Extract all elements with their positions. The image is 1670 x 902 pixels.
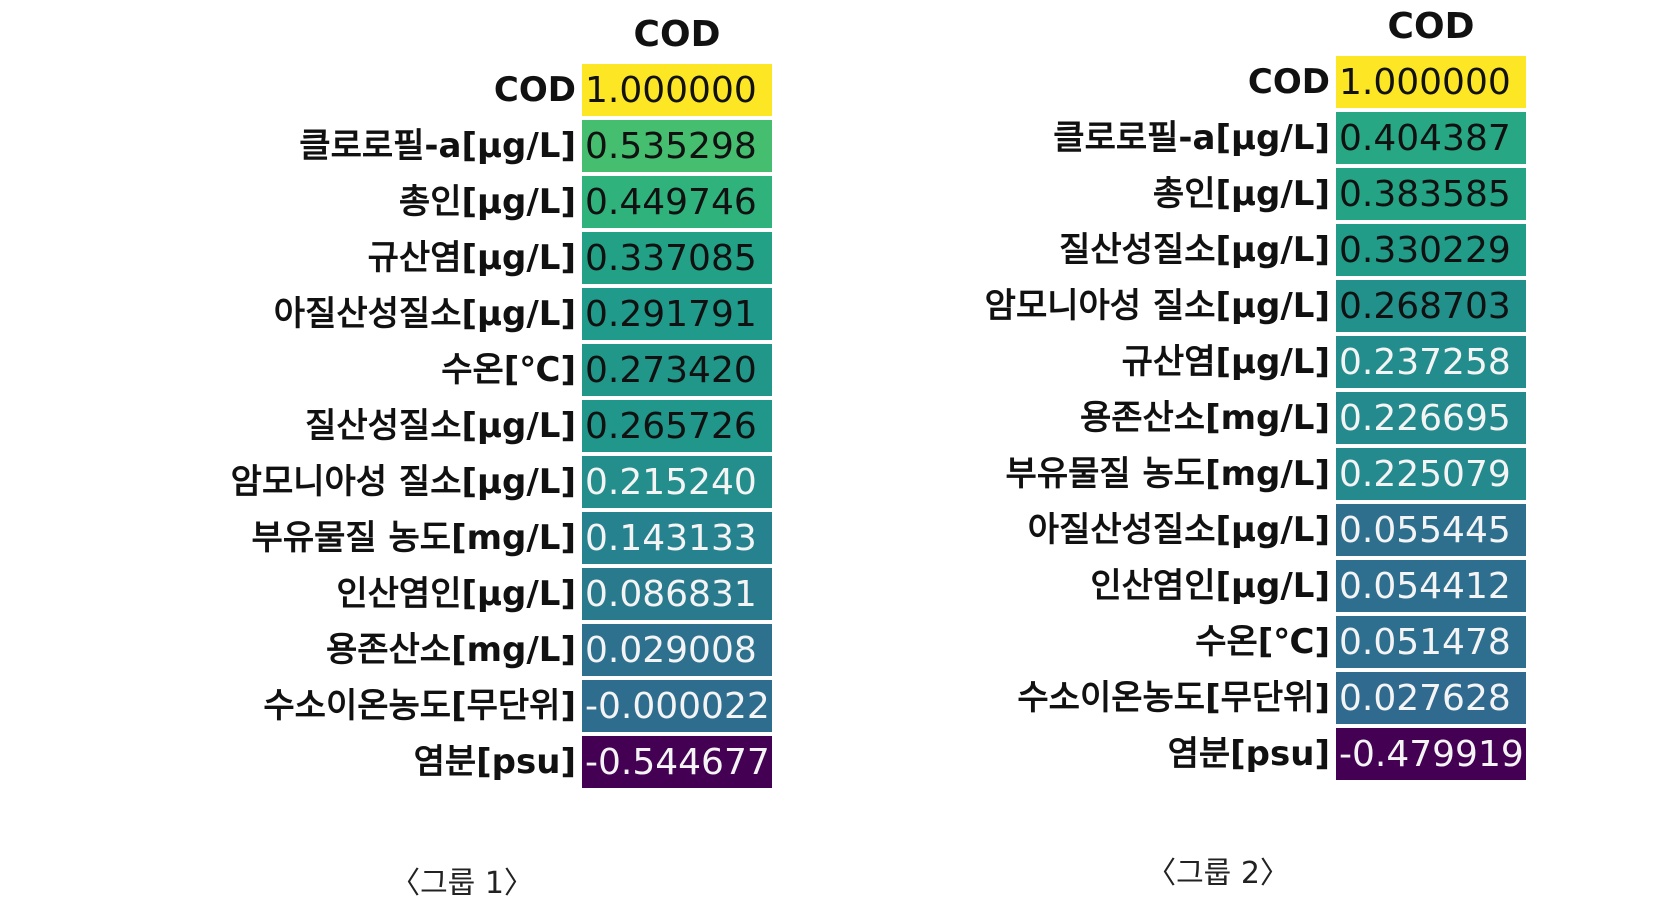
heatmap-cell: 1.000000: [1336, 56, 1526, 108]
heatmap-cell: 0.330229: [1336, 224, 1526, 276]
heatmap-cell: 0.029008: [582, 624, 772, 676]
heatmap-cell: 0.449746: [582, 176, 772, 228]
row-label: 인산염인[μg/L]: [1090, 566, 1330, 606]
heatmap-cell: 0.273420: [582, 344, 772, 396]
heatmap-cell: 1.000000: [582, 64, 772, 116]
heatmap-cell: 0.535298: [582, 120, 772, 172]
row-label: COD: [493, 70, 576, 110]
row-label: 용존산소[mg/L]: [1079, 398, 1330, 438]
row-label: 부유물질 농도[mg/L]: [251, 518, 576, 558]
heatmap-cell: 0.291791: [582, 288, 772, 340]
row-label: 규산염[μg/L]: [1121, 342, 1330, 382]
row-label: 총인[μg/L]: [398, 182, 576, 222]
row-label: 아질산성질소[μg/L]: [1027, 510, 1330, 550]
row-label: 수온[℃]: [441, 350, 576, 390]
column-header: COD: [633, 14, 721, 55]
heatmap-cell: 0.337085: [582, 232, 772, 284]
row-label: 염분[psu]: [413, 742, 576, 782]
chart-caption: 〈그룹 2〉: [1146, 856, 1290, 891]
heatmap-cell: 0.225079: [1336, 448, 1526, 500]
row-label: 아질산성질소[μg/L]: [273, 294, 576, 334]
heatmap-cell: -0.000022: [582, 680, 772, 732]
heatmap-cell: 0.226695: [1336, 392, 1526, 444]
heatmap-cell: 0.215240: [582, 456, 772, 508]
column-header: COD: [1387, 6, 1475, 47]
chart-caption: 〈그룹 1〉: [390, 866, 534, 901]
heatmap-cell: 0.055445: [1336, 504, 1526, 556]
row-label: 총인[μg/L]: [1152, 174, 1330, 214]
row-label: 암모니아성 질소[μg/L]: [984, 286, 1330, 326]
heatmap-cell: 0.265726: [582, 400, 772, 452]
heatmap-cell: 0.237258: [1336, 336, 1526, 388]
row-label: 질산성질소[μg/L]: [1059, 230, 1330, 270]
heatmap-cell: 0.143133: [582, 512, 772, 564]
row-label: 수소이온농도[무단위]: [263, 686, 576, 726]
row-label: 수온[℃]: [1195, 622, 1330, 662]
row-label: 부유물질 농도[mg/L]: [1005, 454, 1330, 494]
heatmap-cell: 0.383585: [1336, 168, 1526, 220]
row-label: 인산염인[μg/L]: [336, 574, 576, 614]
heatmap-cell: 0.054412: [1336, 560, 1526, 612]
row-label: 클로로필-a[μg/L]: [299, 126, 576, 166]
row-label: 질산성질소[μg/L]: [305, 406, 576, 446]
heatmap-cell: -0.479919: [1336, 728, 1526, 780]
heatmap-cell: 0.268703: [1336, 280, 1526, 332]
heatmap-cell: 0.086831: [582, 568, 772, 620]
heatmap-cell: 0.404387: [1336, 112, 1526, 164]
row-label: 클로로필-a[μg/L]: [1053, 118, 1330, 158]
heatmap-cell: -0.544677: [582, 736, 772, 788]
heatmap-cell: 0.051478: [1336, 616, 1526, 668]
row-label: 수소이온농도[무단위]: [1017, 678, 1330, 718]
row-label: COD: [1247, 62, 1330, 102]
row-label: 용존산소[mg/L]: [325, 630, 576, 670]
heatmap-cell: 0.027628: [1336, 672, 1526, 724]
row-label: 규산염[μg/L]: [367, 238, 576, 278]
row-label: 암모니아성 질소[μg/L]: [230, 462, 576, 502]
row-label: 염분[psu]: [1167, 734, 1330, 774]
